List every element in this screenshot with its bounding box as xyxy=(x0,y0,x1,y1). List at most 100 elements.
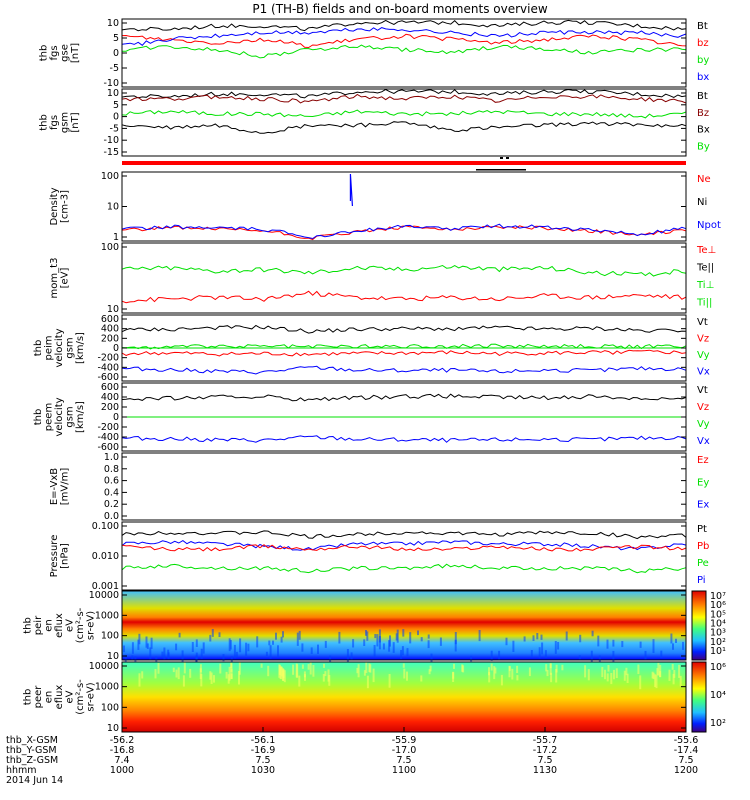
spectrogram-texture xyxy=(420,675,423,682)
ytick-label: 0 xyxy=(113,343,119,354)
spectrogram-texture xyxy=(238,662,241,675)
spectrogram-texture xyxy=(228,638,231,652)
legend-Ne: Ne xyxy=(697,174,711,185)
spectrogram-texture xyxy=(607,665,610,672)
spectrogram-texture xyxy=(670,633,673,644)
spectrogram-texture xyxy=(181,650,184,662)
colorbar xyxy=(691,661,707,733)
ephemeris-value: -16.9 xyxy=(251,745,276,756)
ephemeris-value: 7.5 xyxy=(396,755,411,766)
ylabel-line: thb xyxy=(33,340,44,357)
colorbar-label: 10¹ xyxy=(710,646,726,657)
ylabel-line: sr-eV) xyxy=(86,682,97,711)
ylabel-line: gsm xyxy=(65,406,76,427)
colorbar-label: 10⁵ xyxy=(710,609,726,620)
ylabel-line: [eV] xyxy=(59,268,70,289)
spectrogram-texture xyxy=(565,631,568,641)
ephemeris-value: -17.0 xyxy=(392,745,417,756)
plot-title: P1 (TH-B) fields and on-board moments ov… xyxy=(252,2,548,16)
ytick-label: 400 xyxy=(101,324,119,335)
spectrogram-texture xyxy=(606,673,609,682)
ytick-label: 100 xyxy=(101,171,119,182)
spectrogram-texture xyxy=(324,640,327,648)
colorbar-label: 10⁴ xyxy=(710,690,726,701)
ylabel-line: peim xyxy=(44,335,55,360)
series-Ti xyxy=(121,264,687,277)
series-Vz xyxy=(121,349,687,357)
spectrogram-texture xyxy=(230,673,233,680)
spectrogram-texture xyxy=(490,663,493,671)
spectrogram-texture xyxy=(228,666,231,681)
ytick-label: -10 xyxy=(103,78,119,89)
legend-Bt: Bt xyxy=(697,91,708,102)
ylabel: E=-VxB [mV/m] xyxy=(49,468,71,506)
series-Npot xyxy=(121,223,687,240)
ylabel-line: eflux xyxy=(54,685,65,710)
spectrogram-texture xyxy=(245,642,248,656)
spectrogram-texture xyxy=(454,632,457,645)
ylabel-line: thb xyxy=(38,45,49,62)
spectrogram-texture xyxy=(219,663,222,674)
legend-Ez: Ez xyxy=(697,455,709,466)
ytick-label: 100 xyxy=(101,702,119,713)
spectrogram-texture xyxy=(209,634,212,642)
legend-Bt: Bt xyxy=(697,21,708,32)
spectrogram-texture xyxy=(357,664,360,678)
ytick-label: -10 xyxy=(103,135,119,146)
spectrogram-texture xyxy=(131,655,134,661)
spectrogram-texture xyxy=(679,675,682,687)
series-Vx xyxy=(121,435,687,443)
series-Vx xyxy=(121,365,687,375)
spectrogram-texture xyxy=(235,651,238,657)
spectrogram-texture xyxy=(659,671,662,678)
panel-temperature: 100 10 mom_t3 [eV] Te⊥ Te|| Ti⊥ Ti|| xyxy=(49,242,716,315)
legend-Vy: Vy xyxy=(697,419,710,430)
ytick-label: -400 xyxy=(97,432,119,443)
series-Pi xyxy=(121,539,687,551)
spectrogram-texture xyxy=(209,671,212,680)
spectrogram-texture xyxy=(388,674,391,688)
panel-electron-spectrogram: 10000 1000 100 10 thb peer en eflux eV (cm²-s-sr-… xyxy=(23,661,727,734)
spectrogram-texture xyxy=(301,664,304,669)
spectrogram-texture xyxy=(584,665,587,678)
spectrogram-texture xyxy=(317,644,319,654)
spectrogram-texture xyxy=(406,671,408,681)
spectrogram-texture xyxy=(138,673,141,687)
spectrogram-texture xyxy=(225,671,228,679)
colorbar xyxy=(691,590,707,661)
spectrogram-texture xyxy=(363,670,366,676)
ylabel-line: gse xyxy=(59,44,70,62)
spectrogram-texture xyxy=(227,674,230,684)
spectrogram-texture xyxy=(210,672,213,684)
spectrogram-texture xyxy=(366,631,369,641)
spectrogram-texture xyxy=(175,643,178,651)
spectrogram-texture xyxy=(652,639,655,653)
ylabel-line: [cm-3] xyxy=(59,190,70,223)
spectrogram-texture xyxy=(490,650,493,661)
spectrogram-texture xyxy=(146,643,149,649)
spectrogram-texture xyxy=(141,671,144,679)
spectrogram-texture xyxy=(338,631,341,644)
colorbar-label: 10² xyxy=(710,718,726,729)
legend-Pt: Pt xyxy=(697,524,707,535)
spectrogram-texture xyxy=(365,662,368,673)
spectrogram-texture xyxy=(427,640,430,649)
spectrogram-texture xyxy=(668,669,671,681)
ylabel: thb peir en eflux eV (cm²-s-sr-eV) xyxy=(23,607,97,643)
spectrogram-texture xyxy=(612,639,615,647)
ytick-label: 0.8 xyxy=(104,464,119,475)
spectrogram-texture xyxy=(145,636,148,648)
ephemeris-value: -16.8 xyxy=(110,745,135,756)
series-Te xyxy=(121,290,687,304)
legend-Npot: Npot xyxy=(697,220,721,231)
legend-Vy: Vy xyxy=(697,350,710,361)
spectrogram-texture xyxy=(428,669,431,675)
ytick-label: 10 xyxy=(107,304,119,315)
spectrogram-texture xyxy=(389,635,391,647)
panel-frame xyxy=(121,452,687,521)
spectrogram-texture xyxy=(369,664,372,673)
ephemeris-value: 1000 xyxy=(110,765,134,776)
